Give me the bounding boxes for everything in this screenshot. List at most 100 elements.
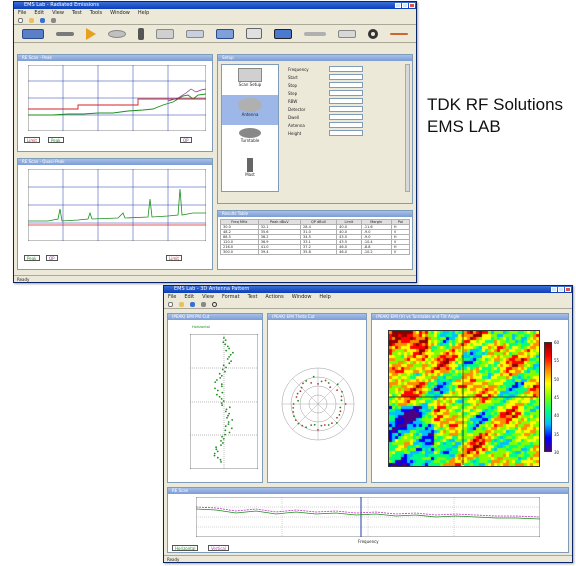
setup-form: Frequency Start Stop Step RBW Detector D… (288, 65, 406, 137)
stop-field[interactable] (329, 82, 363, 88)
phi-point (221, 404, 223, 407)
rbw-field[interactable] (329, 98, 363, 104)
print-icon[interactable] (201, 302, 206, 307)
table-row[interactable]: 120.0 36.9 33.1 43.5 -10.4 V (220, 239, 411, 245)
minimize-button[interactable] (551, 287, 557, 292)
phi-point (216, 456, 219, 459)
receiver-icon[interactable] (216, 28, 234, 39)
monitor-icon[interactable] (246, 28, 262, 39)
menu-edit[interactable]: Edit (184, 294, 195, 300)
menu-bar: File Edit View Test Tools Window Help (14, 9, 416, 17)
polar-point (327, 382, 330, 384)
chamber-icon[interactable] (274, 28, 292, 39)
open-icon[interactable] (29, 18, 34, 23)
status-bar: Ready (164, 555, 572, 562)
menu-tools[interactable]: Tools (89, 10, 103, 16)
menu-file[interactable]: File (168, 294, 177, 300)
maximize-button[interactable] (402, 3, 408, 8)
disc-icon[interactable] (108, 29, 126, 38)
phi-point (219, 458, 222, 461)
dipole-icon[interactable] (390, 32, 408, 35)
polar-point (313, 423, 316, 426)
print-icon[interactable] (51, 18, 56, 23)
sidebar-item-antenna[interactable]: Antenna (222, 95, 278, 125)
polar-point (300, 386, 303, 389)
polar-point (340, 395, 343, 398)
phi-cut-plot (190, 334, 258, 469)
status-bar: Ready (14, 275, 416, 282)
phi-point (215, 448, 218, 451)
play-icon[interactable] (86, 27, 96, 40)
window-title: EMS Lab - 3D Antenna Pattern (174, 286, 250, 292)
save-icon[interactable] (40, 18, 45, 23)
zoom-icon[interactable] (212, 302, 217, 307)
phi-point (226, 358, 229, 360)
table-row[interactable]: 88.5 38.2 34.5 43.5 -9.0 H (220, 234, 411, 240)
maximize-button[interactable] (558, 287, 564, 292)
phi-point (221, 368, 224, 371)
new-icon[interactable] (18, 18, 23, 23)
height-field[interactable] (329, 130, 363, 136)
phi-point (220, 402, 223, 404)
table-cell: 300.0 (220, 249, 259, 255)
start-field[interactable] (329, 74, 363, 80)
menu-test[interactable]: Test (71, 10, 82, 16)
setup-row-rbw: RBW (288, 97, 406, 105)
polar-point (336, 422, 338, 424)
polar-point (317, 429, 319, 431)
sidebar-item-turntable[interactable]: Turntable (222, 125, 278, 155)
phi-point (216, 379, 218, 381)
cable-icon[interactable] (56, 31, 74, 36)
toolbar (164, 301, 572, 309)
frequency-field[interactable] (329, 66, 363, 72)
menu-test[interactable]: Test (247, 294, 258, 300)
close-button[interactable] (565, 287, 571, 292)
menu-help[interactable]: Help (319, 294, 331, 300)
menu-edit[interactable]: Edit (34, 10, 45, 16)
close-button[interactable] (409, 3, 415, 8)
detector-field[interactable] (329, 106, 363, 112)
menu-help[interactable]: Help (137, 10, 150, 16)
menu-window[interactable]: Window (291, 294, 312, 300)
menu-window[interactable]: Window (110, 10, 130, 16)
phi-point (227, 421, 230, 423)
phi-point (216, 393, 218, 396)
antenna-icon[interactable] (138, 27, 144, 40)
detail-trace (28, 188, 206, 222)
menu-view[interactable]: View (52, 10, 64, 16)
phi-point (216, 450, 219, 453)
phi-point (231, 419, 234, 421)
phi-point (224, 425, 227, 428)
analyzer-icon[interactable] (22, 28, 44, 39)
sidebar-item-scan-setup[interactable]: Scan Setup (222, 65, 278, 95)
menu-format[interactable]: Format (221, 294, 240, 300)
window-controls (395, 3, 415, 8)
generator-icon[interactable] (338, 29, 356, 38)
step-field[interactable] (329, 90, 363, 96)
save-icon[interactable] (190, 302, 195, 307)
menu-view[interactable]: View (202, 294, 214, 300)
phi-point (230, 427, 233, 430)
phi-point (214, 381, 217, 383)
menu-file[interactable]: File (18, 10, 27, 16)
polar-point (302, 382, 304, 385)
polar-point (299, 390, 302, 393)
probe-icon[interactable] (304, 31, 326, 36)
phi-point (214, 387, 216, 390)
colorbar (544, 342, 552, 452)
phi-point (213, 454, 216, 457)
open-icon[interactable] (179, 302, 184, 307)
menu-actions[interactable]: Actions (265, 294, 284, 300)
antenna-field[interactable] (329, 122, 363, 128)
table-row[interactable]: 300.0 39.4 35.8 46.0 -10.2 V (220, 249, 411, 255)
dwell-field[interactable] (329, 114, 363, 120)
coil-icon[interactable] (368, 28, 378, 39)
minimize-button[interactable] (395, 3, 401, 8)
setup-scrollbar[interactable] (405, 64, 410, 192)
rack-icon[interactable] (156, 28, 174, 39)
new-icon[interactable] (168, 302, 173, 307)
sidebar-label-antenna: Antenna (241, 112, 259, 117)
setup-row-stop: Stop (288, 81, 406, 89)
amplifier-icon[interactable] (186, 29, 204, 38)
sidebar-item-mast[interactable]: Mast (222, 155, 278, 185)
